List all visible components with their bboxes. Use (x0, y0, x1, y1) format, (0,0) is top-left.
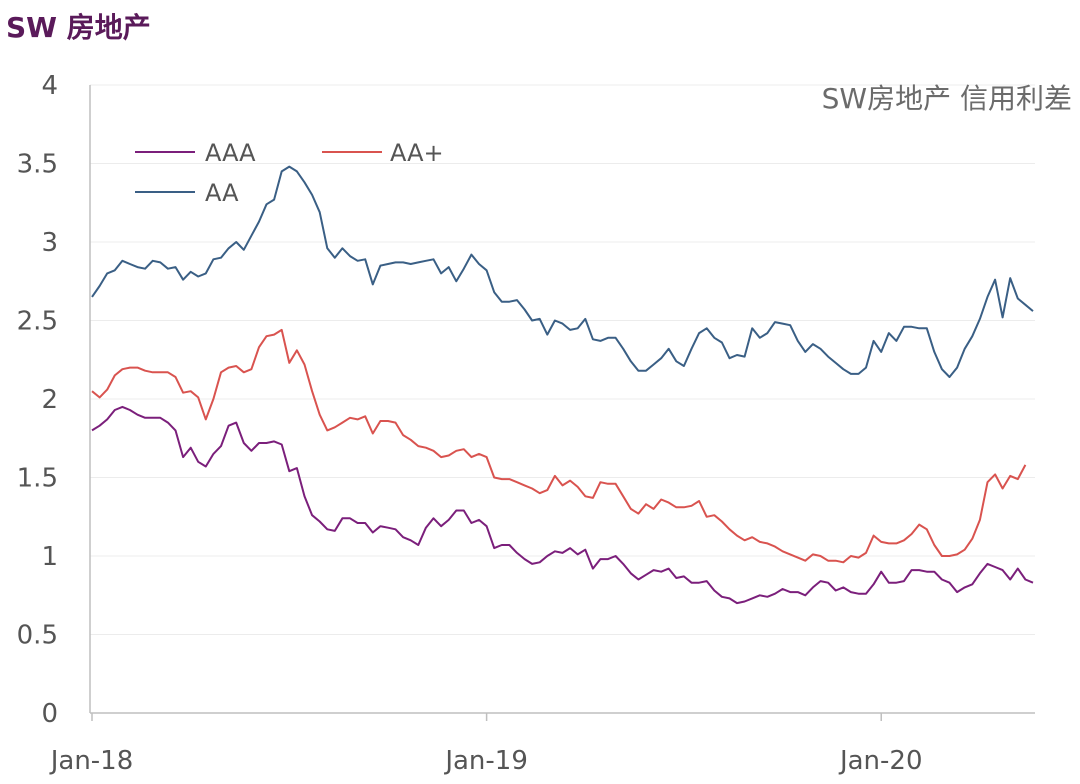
x-tick-label: Jan-18 (49, 746, 134, 776)
x-tick-label: Jan-19 (443, 746, 528, 776)
series-line-aaa (91, 405, 1034, 605)
x-tick-labels: Jan-18 Jan-19 Jan-20 (49, 713, 923, 776)
legend-label-aaa: AAA (205, 139, 256, 167)
y-tick-label: 0.5 (17, 621, 58, 651)
page-title: SW 房地产 (6, 11, 151, 44)
x-tick-label: Jan-20 (838, 746, 923, 776)
y-tick-label: 1.5 (17, 464, 58, 494)
series-line-aa-plus (91, 328, 1027, 564)
series-lines (91, 165, 1034, 605)
y-tick-label: 0 (41, 699, 58, 729)
y-tick-label: 2 (41, 385, 58, 415)
legend: AAA AA+ AA (135, 139, 444, 207)
y-tick-label: 2.5 (17, 307, 58, 337)
y-tick-labels: 0 0.5 1 1.5 2 2.5 3 3.5 4 (17, 71, 58, 729)
chart-title: SW房地产 信用利差 (822, 82, 1072, 115)
y-tick-label: 4 (41, 71, 58, 101)
y-tick-label: 3.5 (17, 150, 58, 180)
grid-lines (90, 84, 1035, 635)
y-tick-label: 3 (41, 228, 58, 258)
series-line-aa (91, 165, 1034, 378)
legend-label-aa-plus: AA+ (390, 139, 444, 167)
legend-label-aa: AA (205, 179, 239, 207)
y-tick-label: 1 (41, 542, 58, 572)
axes (89, 85, 1035, 714)
